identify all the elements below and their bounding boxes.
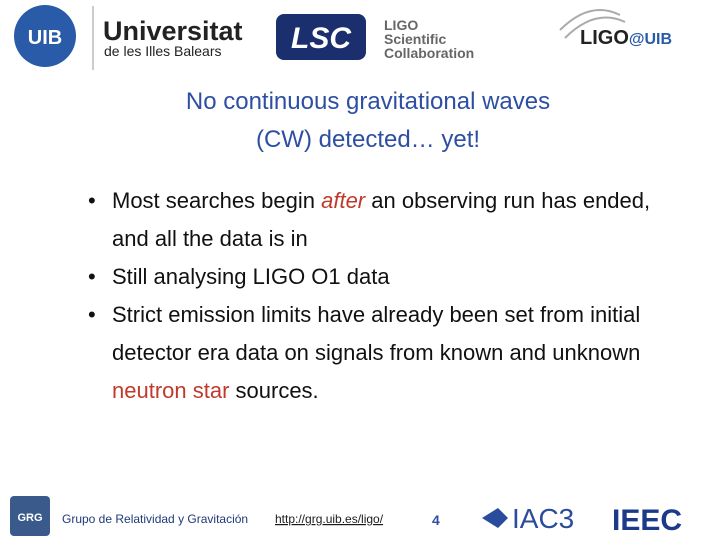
bullet-text: an observing run has ended, and all the … — [112, 188, 651, 251]
ieec-logo: IEEC — [612, 504, 682, 537]
title-line: No continuous gravitational waves — [185, 88, 551, 115]
group-name: Grupo de Relatividad y Gravitación — [62, 512, 248, 526]
lsc-logo-text: LSC — [291, 22, 352, 55]
lsc-logo — [276, 14, 366, 60]
bullet-text: Strict emission limits have already been… — [112, 302, 641, 365]
bullet-text: sources. — [229, 378, 319, 403]
uib-logo — [14, 5, 76, 67]
bullet-text: Still analysing LIGO O1 data — [112, 264, 390, 289]
lsc-line: Collaboration — [384, 45, 474, 61]
bullet-text: Most searches begin — [112, 188, 322, 213]
bullet: Still analysing LIGO O1 data — [88, 258, 658, 296]
bullet-text: neutron star — [112, 378, 230, 403]
iac3-mark — [482, 508, 508, 528]
uib-logo-text: UIB — [28, 27, 62, 49]
bullet: Strict emission limits have already been… — [88, 296, 658, 410]
university-name: Universitat — [103, 16, 243, 46]
university-subtitle: de les Illes Balears — [104, 43, 222, 59]
ligo-uib: LIGO@UIB — [580, 27, 672, 49]
lsc-line: LIGO — [384, 17, 418, 33]
bullet: Most searches begin after an observing r… — [88, 182, 658, 258]
lsc-line: Scientific — [384, 31, 446, 47]
grg-logo — [10, 496, 50, 536]
url-link[interactable]: http://grg.uib.es/ligo/ — [275, 512, 384, 526]
footer: GRG Grupo de Relatividad y Gravitación h… — [10, 496, 682, 537]
grg-logo-text: GRG — [17, 512, 42, 524]
ligo-swoosh — [559, 9, 626, 39]
title-line: (CW) detected… yet! — [255, 126, 481, 153]
header-logos: UIB Universitat de les Illes Balears LSC… — [14, 5, 672, 70]
bullet-list: Most searches begin after an observing r… — [88, 182, 658, 410]
iac3-logo: IAC3 — [512, 503, 574, 534]
page-number: 4 — [432, 512, 440, 528]
bullet-text: after — [321, 188, 366, 213]
